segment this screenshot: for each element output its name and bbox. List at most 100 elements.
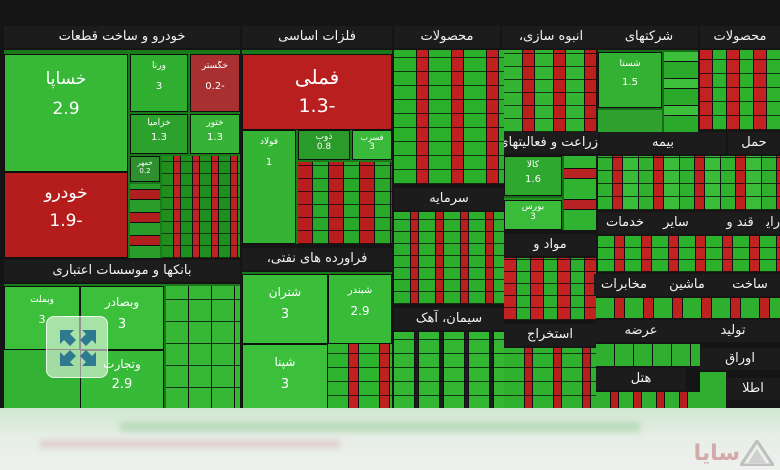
small-tiles (700, 372, 726, 410)
group-header-materials: مواد و (504, 234, 596, 256)
logo-text: سایا (693, 440, 740, 466)
tile-verna[interactable]: ورنا 3 (130, 54, 188, 112)
tile-khtoor[interactable]: ختور 1.3 (190, 114, 240, 154)
tile-boors[interactable]: بورس 3 (504, 200, 562, 230)
group-header-oil: فراورده های نفتی، (242, 248, 392, 270)
group-header-auto: خودرو و ساخت قطعات (4, 26, 240, 48)
group-build (596, 298, 780, 318)
tile-value: 2.9 (350, 304, 370, 318)
group-header-supply: عرضه (596, 320, 686, 342)
tile-name: شستا (619, 59, 641, 69)
group-insurance (598, 156, 780, 210)
tile-value: 3 (369, 142, 375, 152)
tile-value: 1.3- (298, 95, 336, 117)
group-header-other: سایر (652, 212, 700, 234)
tile-name: فملی (294, 65, 340, 89)
group-extraction (504, 348, 596, 410)
tile-value: 1.3 (207, 132, 223, 143)
tile-khmehr[interactable]: خمهر 0.2 (130, 156, 160, 182)
collapse-arrows-icon (60, 330, 96, 366)
group-header-machinery: ماشین (654, 274, 720, 296)
small-tiles (328, 344, 392, 410)
group-investment (394, 212, 504, 304)
tile-value: 3 (117, 317, 127, 332)
group-construction (504, 50, 596, 132)
group-header-build: ساخت (720, 274, 780, 296)
blur-strip (40, 440, 340, 448)
tile-shasta[interactable]: شستا 1.5 (598, 52, 662, 108)
group-header-transport: حمل (728, 132, 780, 154)
group-metals: فملی 1.3- فولاد 1 ذوب 0.8 فسرب 3 (242, 50, 392, 244)
tile-shepna[interactable]: شپنا 3 (242, 344, 328, 410)
group-header-products-2: محصولات (700, 26, 780, 48)
tile-name: فولاد (259, 137, 279, 147)
group-banks: وبملت 3 وبصادر 3 وتجارت 2.9 (4, 284, 240, 410)
group-products-2 (700, 50, 780, 130)
blurred-footer (0, 408, 780, 470)
tile-name: وبملت (30, 295, 54, 305)
tile-name: کالا (526, 160, 540, 170)
tile-value: 2.9 (111, 377, 133, 392)
tile-khsapa[interactable]: خساپا 2.9 (4, 54, 128, 172)
group-header-bonds: اوراق (700, 348, 780, 370)
sapa-logo: سایا (688, 440, 774, 466)
group-header-construction: انبوه سازی، (502, 26, 600, 48)
tile-value: 1 (265, 157, 273, 168)
group-oil: شتران 3 شبندر 2.9 شپنا 3 (242, 272, 392, 410)
tile-value: 3 (280, 377, 290, 392)
tile-value: 2.9 (52, 99, 80, 119)
group-header-banks: بانکها و موسسات اعتباری (4, 260, 240, 282)
tile-value: 1.6 (525, 174, 541, 185)
tile-name: ورنا (152, 61, 166, 71)
tile-name: وبصادر (104, 295, 140, 309)
sapa-logo-icon (740, 440, 774, 466)
tile-value: 0.2- (205, 81, 225, 92)
tile-khgostar[interactable]: خگستر 0.2- (190, 54, 240, 112)
tile-value: 1.5 (622, 77, 638, 88)
tile-name: وتجارت (103, 357, 141, 371)
tile-khzamia[interactable]: خزامیا 1.3 (130, 114, 188, 154)
treemap: خودرو و ساخت قطعات خساپا 2.9 خودرو 1.9- … (0, 0, 780, 410)
tile-value: 1.3 (151, 132, 167, 143)
small-tiles (166, 286, 240, 410)
tile-name: خگستر (201, 61, 229, 71)
group-header-it: رایانه (766, 212, 780, 234)
group-header-production: تولید (686, 320, 780, 342)
group-header-metals: فلزات اساسی (242, 26, 392, 48)
tile-name: بورس (521, 202, 545, 212)
small-tiles (596, 392, 726, 410)
collapse-arrows-button[interactable] (46, 316, 108, 378)
group-header-services: خدمات (598, 212, 652, 234)
tile-khodro[interactable]: خودرو 1.9- (4, 172, 128, 258)
tile-name: خساپا (45, 69, 87, 89)
tile-kala[interactable]: کالا 1.6 (504, 156, 562, 196)
group-companies: شستا 1.5 (598, 50, 698, 132)
group-header-investment: سرمایه (394, 188, 504, 210)
group-materials (504, 258, 596, 320)
group-header-agriculture: زراعت و فعالیتهای (504, 132, 598, 154)
group-header-products: محصولات (394, 26, 500, 48)
tile-value: 3 (280, 307, 290, 322)
small-tiles (664, 52, 698, 132)
tile-value: 1.9- (49, 211, 83, 231)
group-auto: خساپا 2.9 خودرو 1.9- ورنا 3 خگستر 0.2- خ… (4, 50, 240, 258)
tile-fameli[interactable]: فملی 1.3- (242, 54, 392, 130)
group-header-companies: شرکتهای (600, 26, 698, 48)
tile-name: ذوب (315, 132, 333, 142)
tile-value: 0.2 (139, 167, 151, 175)
tile-value: 0.8 (316, 142, 332, 152)
tile-zob[interactable]: ذوب 0.8 (298, 130, 350, 160)
small-tiles (596, 344, 700, 366)
tile-shatran[interactable]: شتران 3 (242, 274, 328, 344)
tile-shabandar[interactable]: شبندر 2.9 (328, 274, 392, 344)
group-header-cement: سیمان، آهک (394, 308, 504, 330)
group-header-sugar: قند و (700, 212, 780, 234)
group-sugar (598, 236, 780, 272)
tile-name: ختور (206, 118, 224, 128)
tile-fasorb[interactable]: فسرب 3 (352, 130, 392, 160)
tile-name: شتران (268, 285, 302, 299)
tile-name: فسرب (360, 133, 384, 142)
tile-foolad[interactable]: فولاد 1 (242, 130, 296, 244)
small-tiles (298, 162, 392, 244)
tile-value: 3 (38, 313, 46, 326)
